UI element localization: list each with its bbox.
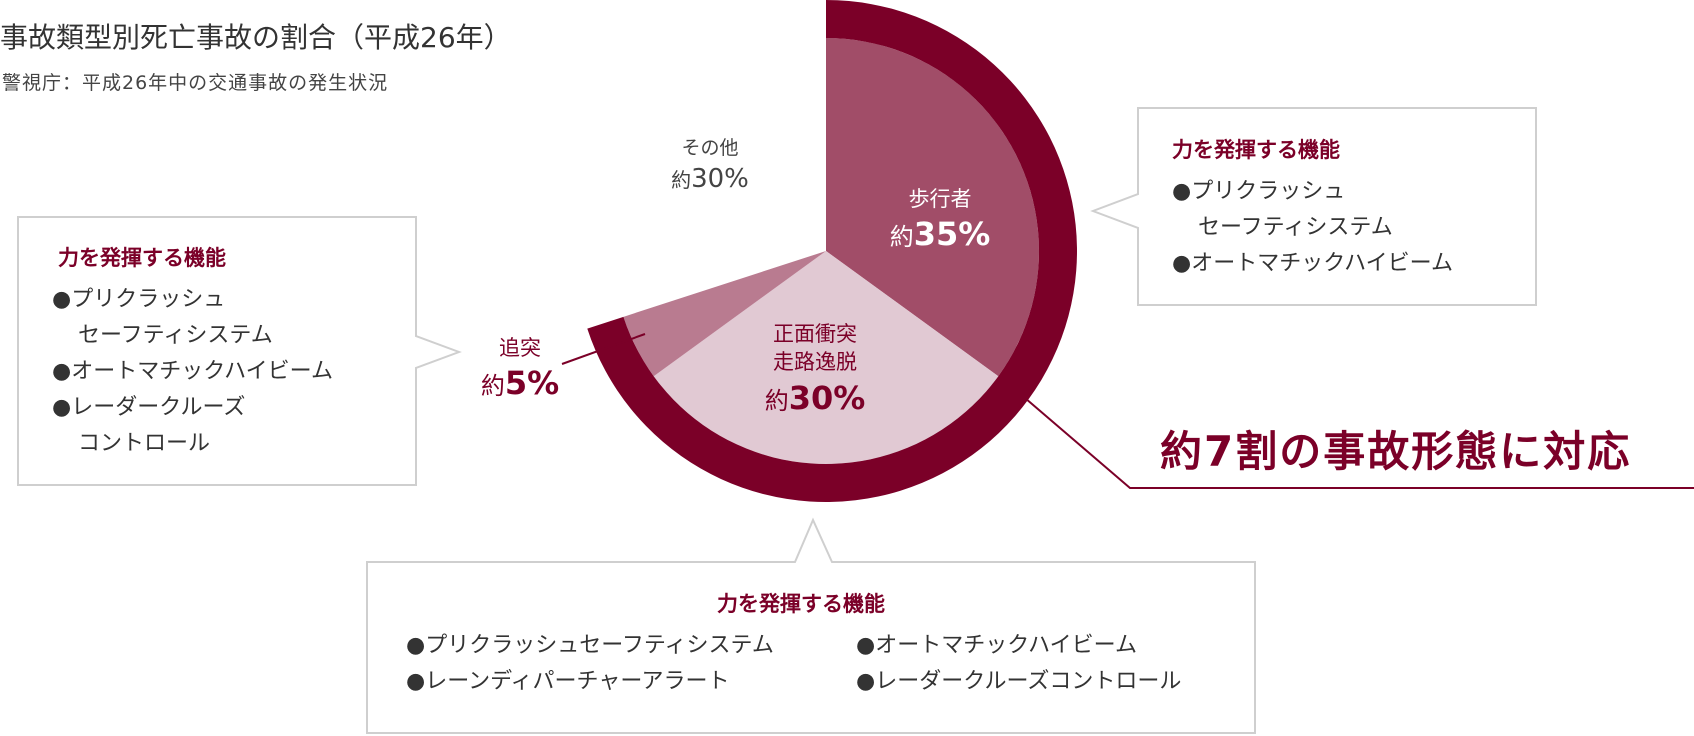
- list-item: ●オートマチックハイビーム: [856, 633, 1137, 658]
- list-item: ●プリクラッシュ: [52, 287, 226, 312]
- list-item: ●レーンディパーチャーアラート: [406, 669, 730, 694]
- label-rear-end: 追突 約5%: [480, 336, 560, 403]
- list-item: ●プリクラッシュ: [1172, 179, 1346, 204]
- list-item: ●オートマチックハイビーム: [52, 359, 333, 384]
- callout-box-bottom: [366, 517, 1256, 734]
- label-other: その他 約30%: [671, 137, 749, 194]
- chart-title: 事故類型別死亡事故の割合（平成26年）: [0, 21, 512, 54]
- label-pedestrian: 歩行者 約35%: [889, 187, 991, 254]
- leader-line-rear-end: [561, 333, 646, 365]
- callout-box-left: [17, 216, 462, 486]
- callout-right-title: 力を発揮する機能: [1172, 138, 1340, 162]
- callout-left-content: 力を発揮する機能 ●プリクラッシュ セーフティシステム ●オートマチックハイビー…: [52, 242, 333, 462]
- chart-source: 警視庁：平成26年中の交通事故の発生状況: [2, 72, 389, 94]
- list-item: ●レーダークルーズ: [52, 395, 246, 420]
- pie-slice-rear-end: [623, 251, 826, 377]
- callout-box-right: [1090, 107, 1537, 306]
- list-item: コントロール: [78, 431, 211, 456]
- callout-right-content: 力を発揮する機能 ●プリクラッシュ セーフティシステム ●オートマチックハイビー…: [1172, 134, 1453, 282]
- callout-left-title: 力を発揮する機能: [58, 246, 226, 270]
- pie-slice-head-on: [653, 251, 999, 465]
- callout-bottom-content: 力を発揮する機能 ●プリクラッシュセーフティシステム ●レーンディパーチャーアラ…: [406, 588, 1226, 700]
- list-item: セーフティシステム: [78, 323, 273, 348]
- list-item: ●レーダークルーズコントロール: [856, 669, 1182, 694]
- list-item: セーフティシステム: [1198, 215, 1393, 240]
- pie-slice-pedestrian: [826, 38, 1039, 377]
- coverage-highlight: 約7割の事故形態に対応: [1160, 427, 1632, 476]
- label-head-on: 正面衝突 走路逸脱 約30%: [764, 322, 866, 417]
- callout-bottom-title: 力を発揮する機能: [717, 592, 885, 616]
- list-item: ●オートマチックハイビーム: [1172, 251, 1453, 276]
- leader-line-highlight: [1024, 397, 1694, 489]
- list-item: ●プリクラッシュセーフティシステム: [406, 633, 774, 658]
